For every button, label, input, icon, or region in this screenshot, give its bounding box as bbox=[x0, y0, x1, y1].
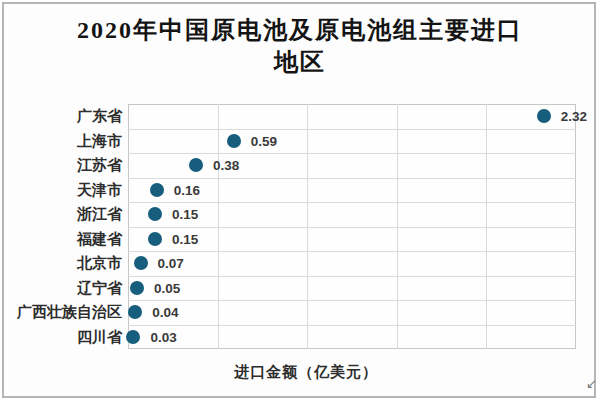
data-point-label: 2.32 bbox=[561, 109, 587, 124]
horizontal-gridline bbox=[128, 227, 576, 228]
data-point-marker bbox=[150, 183, 164, 197]
chart-title: 2020年中国原电池及原电池组主要进口 地区 bbox=[0, 14, 600, 78]
category-label: 广西壮族自治区 bbox=[0, 303, 122, 322]
x-axis-title: 进口金额（亿美元） bbox=[6, 363, 600, 382]
data-point-label: 0.03 bbox=[150, 329, 176, 344]
data-point-marker bbox=[130, 281, 144, 295]
category-label: 福建省 bbox=[0, 229, 122, 248]
category-label: 天津市 bbox=[0, 180, 122, 199]
horizontal-gridline bbox=[128, 300, 576, 301]
horizontal-gridline bbox=[128, 202, 576, 203]
data-point-label: 0.15 bbox=[172, 207, 198, 222]
data-point-label: 0.04 bbox=[152, 305, 178, 320]
category-label: 江苏省 bbox=[0, 156, 122, 175]
category-label: 北京市 bbox=[0, 254, 122, 273]
chart-title-line2: 地区 bbox=[0, 46, 600, 78]
horizontal-gridline bbox=[128, 276, 576, 277]
category-label: 浙江省 bbox=[0, 205, 122, 224]
horizontal-gridline bbox=[128, 251, 576, 252]
data-point-label: 0.15 bbox=[172, 231, 198, 246]
data-point-label: 0.38 bbox=[213, 158, 239, 173]
data-point-marker bbox=[227, 134, 241, 148]
data-point-label: 0.16 bbox=[174, 182, 200, 197]
data-point-marker bbox=[537, 109, 551, 123]
category-label: 广东省 bbox=[0, 107, 122, 126]
horizontal-gridline bbox=[128, 325, 576, 326]
horizontal-gridline bbox=[128, 153, 576, 154]
horizontal-gridline bbox=[128, 129, 576, 130]
chart-title-line1: 2020年中国原电池及原电池组主要进口 bbox=[0, 14, 600, 46]
resize-cursor-artifact: ↙ bbox=[586, 377, 597, 390]
data-point-marker bbox=[134, 256, 148, 270]
horizontal-gridline bbox=[128, 178, 576, 179]
data-point-label: 0.59 bbox=[251, 133, 277, 148]
data-point-label: 0.07 bbox=[158, 256, 184, 271]
category-label: 辽宁省 bbox=[0, 278, 122, 297]
data-point-marker bbox=[148, 232, 162, 246]
category-label: 四川省 bbox=[0, 327, 122, 346]
data-point-label: 0.05 bbox=[154, 280, 180, 295]
category-label: 上海市 bbox=[0, 131, 122, 150]
